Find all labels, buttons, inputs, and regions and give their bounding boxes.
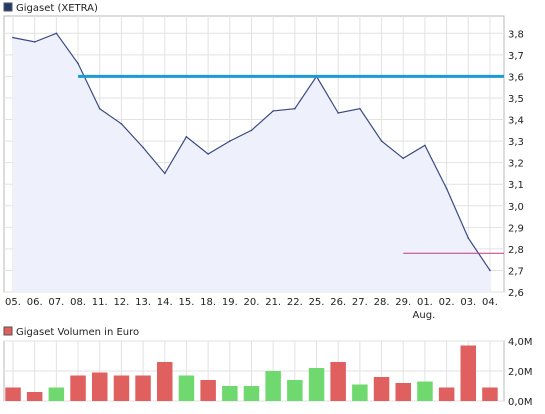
volume-bar xyxy=(48,387,65,401)
price-point xyxy=(55,32,58,35)
volume-bar xyxy=(222,386,238,401)
volume-bar xyxy=(113,375,130,401)
volume-bar xyxy=(5,387,21,401)
price-xtick-label: 03. xyxy=(460,297,476,308)
price-area-fill xyxy=(13,33,490,293)
month-label: Aug. xyxy=(413,310,436,321)
price-xtick-label: 07. xyxy=(48,297,64,308)
volume-bar xyxy=(287,380,303,401)
price-legend-swatch xyxy=(3,2,13,12)
volume-bar xyxy=(330,362,346,401)
price-point xyxy=(294,107,296,110)
price-xtick-label: 06. xyxy=(27,297,43,308)
price-xtick-label: 28. xyxy=(374,297,390,308)
price-xtick-label: 18. xyxy=(200,297,216,308)
price-point xyxy=(359,107,361,110)
volume-bar xyxy=(70,375,86,401)
price-ytick-label: 3,7 xyxy=(508,51,524,62)
price-xtick-label: 14. xyxy=(157,297,173,308)
price-xtick-label: 11. xyxy=(92,297,108,308)
price-point xyxy=(445,187,448,190)
volume-bar xyxy=(482,387,498,401)
volume-ytick-label: 4,0M xyxy=(508,337,533,348)
volume-bar xyxy=(200,380,216,401)
price-legend-label: Gigaset (XETRA) xyxy=(16,3,98,14)
price-point xyxy=(142,146,144,149)
price-ytick-label: 3,4 xyxy=(508,116,524,127)
price-xtick-label: 05. xyxy=(5,297,21,308)
volume-bar xyxy=(265,371,281,401)
price-point xyxy=(424,144,426,147)
volume-bar xyxy=(26,392,43,401)
price-xtick-label: 20. xyxy=(244,297,260,308)
price-point xyxy=(33,41,36,43)
price-ytick-label: 2,7 xyxy=(508,266,524,277)
price-xtick-label: 21. xyxy=(265,297,281,308)
volume-bar xyxy=(157,362,173,401)
price-xtick-label: 04. xyxy=(482,297,498,308)
price-xtick-label: 26. xyxy=(330,297,346,308)
price-xtick-label: 02. xyxy=(439,297,455,308)
volume-bar xyxy=(460,345,476,401)
volume-bar xyxy=(373,377,390,401)
volume-bar xyxy=(417,381,433,401)
volume-ytick-label: 2,0M xyxy=(508,367,533,378)
volume-legend-label: Gigaset Volumen in Euro xyxy=(16,327,139,338)
price-xtick-label: 12. xyxy=(113,297,129,308)
price-point xyxy=(272,110,275,112)
price-xtick-label: 29. xyxy=(395,297,411,308)
price-point xyxy=(380,140,383,142)
price-ytick-label: 3,1 xyxy=(508,180,524,191)
volume-bar xyxy=(135,375,151,401)
price-point xyxy=(164,172,166,175)
volume-bar xyxy=(308,368,325,401)
volume-bar xyxy=(178,375,195,401)
price-point xyxy=(489,269,491,272)
price-point xyxy=(12,36,14,39)
price-xtick-label: 08. xyxy=(70,297,86,308)
price-ytick-label: 2,6 xyxy=(508,288,524,299)
price-point xyxy=(77,62,79,65)
price-point xyxy=(402,157,405,160)
price-ytick-label: 2,8 xyxy=(508,245,524,256)
price-xtick-label: 15. xyxy=(178,297,194,308)
price-ytick-label: 3,0 xyxy=(508,202,524,213)
price-ytick-label: 3,6 xyxy=(508,72,524,83)
price-xtick-label: 22. xyxy=(287,297,303,308)
price-xtick-label: 25. xyxy=(309,297,325,308)
price-point xyxy=(185,136,188,138)
volume-ytick-label: 0,0M xyxy=(508,397,533,408)
price-ytick-label: 2,9 xyxy=(508,223,524,234)
price-point xyxy=(250,129,253,132)
price-ytick-label: 3,2 xyxy=(508,159,524,170)
price-point xyxy=(467,237,470,239)
price-xtick-label: 13. xyxy=(135,297,151,308)
volume-bar xyxy=(243,386,260,401)
price-ytick-label: 3,3 xyxy=(508,137,524,148)
volume-bar xyxy=(395,383,411,401)
price-xtick-label: 01. xyxy=(417,297,433,308)
price-point xyxy=(120,123,123,125)
price-point xyxy=(207,153,209,155)
volume-bar xyxy=(438,387,455,401)
volume-bar xyxy=(92,372,108,401)
price-ytick-label: 3,5 xyxy=(508,94,524,105)
price-point xyxy=(229,140,231,142)
volume-legend-swatch xyxy=(3,326,13,336)
price-ytick-label: 3,8 xyxy=(508,29,524,40)
volume-bar xyxy=(352,384,368,401)
price-xtick-label: 19. xyxy=(222,297,238,308)
price-point xyxy=(337,112,340,114)
price-xtick-label: 27. xyxy=(352,297,368,308)
price-point xyxy=(98,107,101,110)
